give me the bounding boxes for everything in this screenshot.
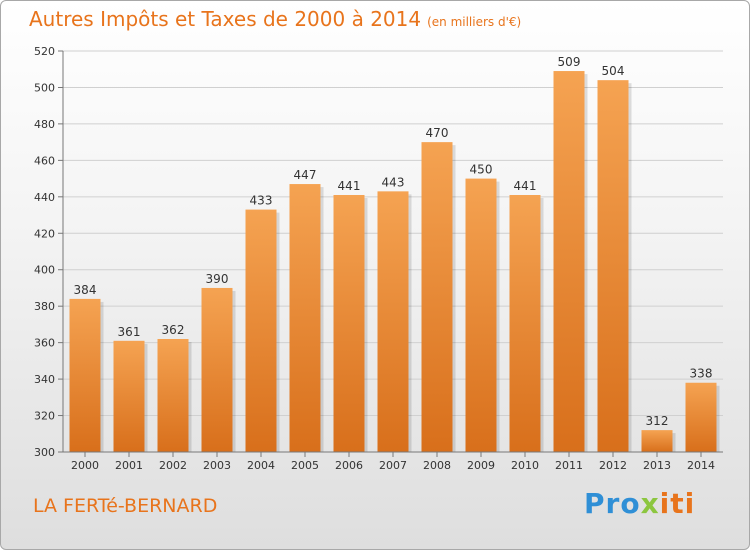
bar-2003	[201, 287, 233, 452]
value-label: 390	[206, 272, 229, 286]
bars	[69, 71, 720, 453]
logo-part-1: Pro	[584, 487, 641, 520]
bar-2014	[685, 382, 717, 452]
bar-2000	[69, 298, 101, 452]
x-tick-label: 2000	[71, 459, 99, 472]
y-tick-label: 500	[34, 81, 55, 94]
value-label: 447	[294, 168, 317, 182]
value-label: 441	[514, 179, 537, 193]
x-tick-label: 2011	[555, 459, 583, 472]
y-tick-label: 480	[34, 118, 55, 131]
x-tick-label: 2004	[247, 459, 275, 472]
value-label: 441	[338, 179, 361, 193]
logo-part-2: x	[640, 487, 660, 520]
bar-2010	[509, 194, 541, 452]
x-tick-label: 2006	[335, 459, 363, 472]
value-label: 470	[426, 126, 449, 140]
chart-title-text: Autres Impôts et Taxes de 2000 à 2014	[29, 7, 422, 31]
value-label: 338	[690, 367, 713, 381]
bar-2013	[641, 430, 673, 452]
logo-part-3: iti	[659, 487, 696, 520]
x-tick-label: 2013	[643, 459, 671, 472]
y-tick-label: 400	[34, 264, 55, 277]
y-tick-label: 440	[34, 191, 55, 204]
bar-2002	[157, 338, 189, 452]
y-tick-label: 360	[34, 337, 55, 350]
x-tick-label: 2010	[511, 459, 539, 472]
x-tick-label: 2002	[159, 459, 187, 472]
bar-2007	[377, 191, 409, 452]
x-tick-label: 2012	[599, 459, 627, 472]
location-name: LA FERTé-BERNARD	[33, 495, 218, 517]
x-tick-label: 2009	[467, 459, 495, 472]
y-tick-label: 420	[34, 227, 55, 240]
bar-2005	[289, 184, 321, 453]
bar-2012	[597, 80, 629, 452]
y-tick-label: 320	[34, 410, 55, 423]
x-tick-label: 2007	[379, 459, 407, 472]
labels: 300 320 340 360 380 400 420 440 460 480 500 520 384 2…	[34, 45, 715, 472]
value-label: 509	[558, 55, 581, 69]
chart-subtitle: (en milliers d'€)	[427, 15, 522, 29]
x-tick-label: 2003	[203, 459, 231, 472]
y-tick-label: 520	[34, 45, 55, 58]
x-tick-label: 2001	[115, 459, 143, 472]
axes	[58, 50, 723, 457]
bar-2008	[421, 142, 453, 453]
chart-title: Autres Impôts et Taxes de 2000 à 2014 (en…	[29, 7, 521, 31]
value-label: 312	[646, 414, 669, 428]
bar-2004	[245, 209, 277, 452]
proxiti-logo: Proxiti	[584, 487, 695, 520]
x-tick-label: 2008	[423, 459, 451, 472]
bar-2011	[553, 71, 585, 453]
value-label: 362	[162, 323, 185, 337]
value-label: 504	[602, 64, 625, 78]
y-tick-label: 340	[34, 373, 55, 386]
value-label: 450	[470, 163, 493, 177]
value-label: 443	[382, 175, 405, 189]
value-label: 433	[250, 194, 273, 208]
bar-2001	[113, 340, 145, 452]
x-tick-label: 2014	[687, 459, 715, 472]
value-label: 361	[118, 325, 141, 339]
bar-2006	[333, 194, 365, 452]
value-label: 384	[74, 283, 97, 297]
y-tick-label: 460	[34, 154, 55, 167]
y-tick-label: 380	[34, 300, 55, 313]
bar-2009	[465, 178, 497, 452]
y-tick-label: 300	[34, 446, 55, 459]
x-tick-label: 2005	[291, 459, 319, 472]
